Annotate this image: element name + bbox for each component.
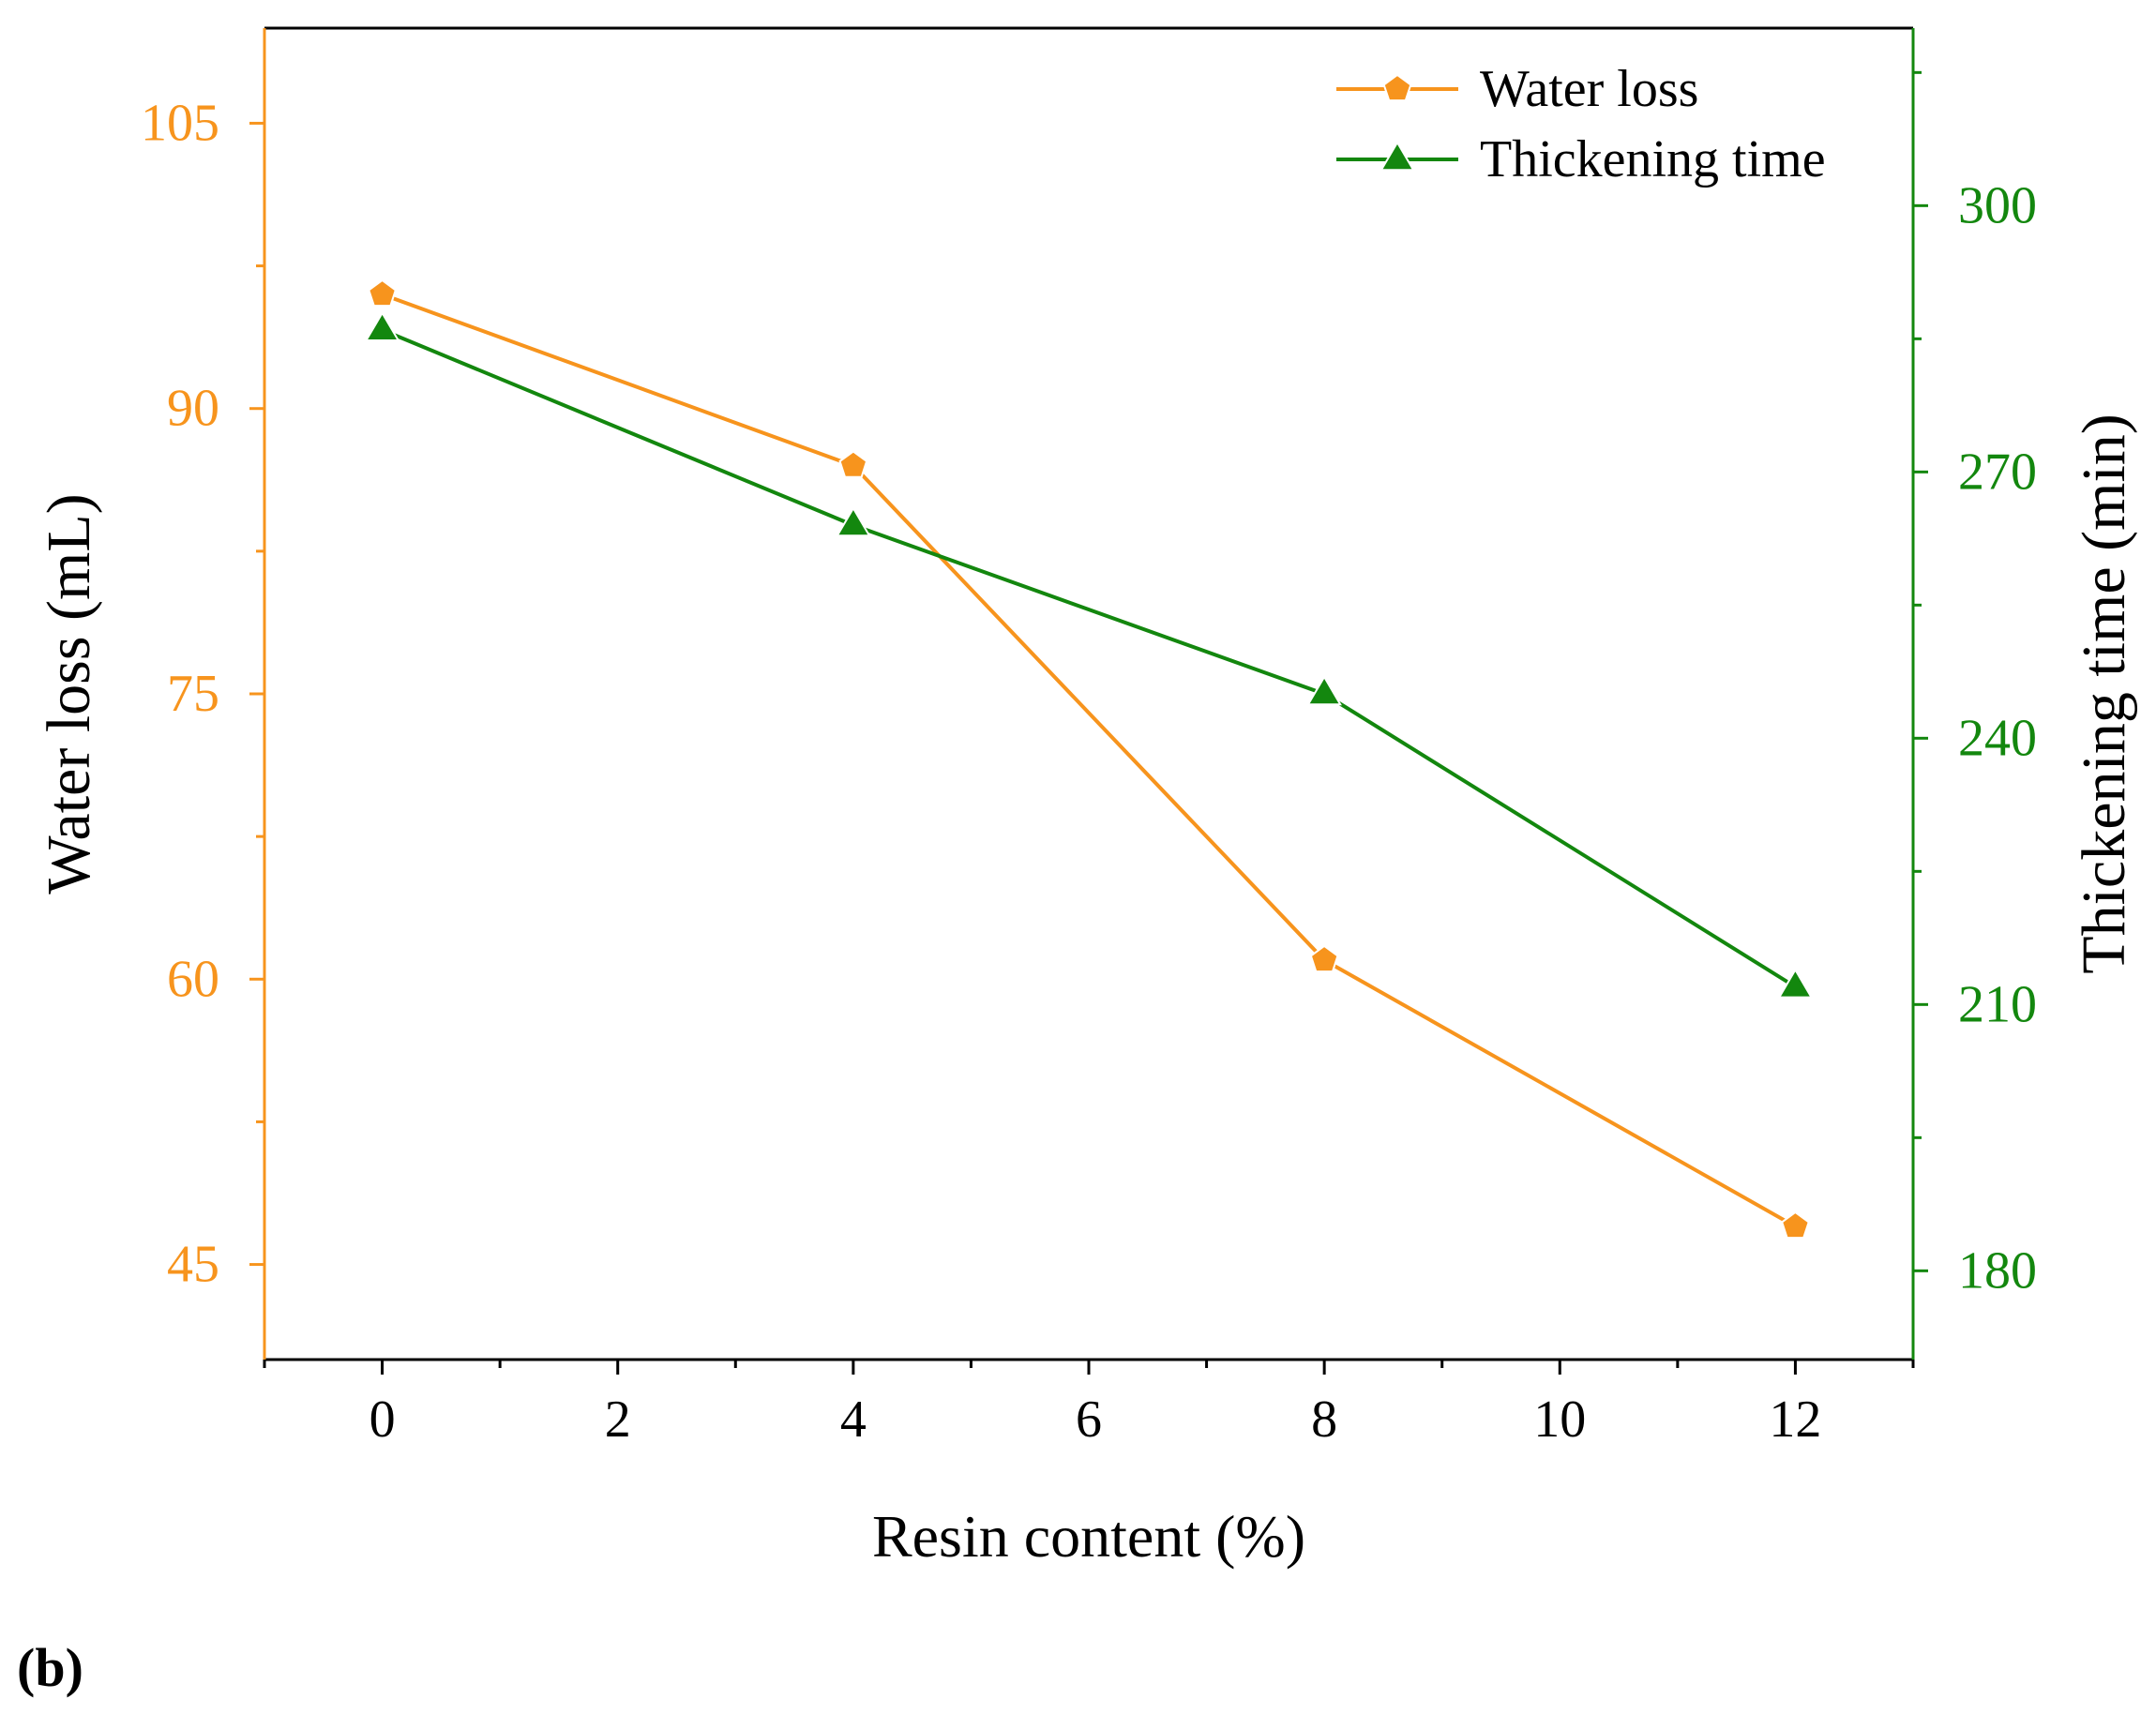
right-tick-label: 300 <box>1958 176 2037 234</box>
thickening-time-point <box>1777 968 1814 999</box>
left-tick-label: 75 <box>167 665 219 723</box>
right-axis-title: Thickening time (min) <box>2070 413 2138 974</box>
water-loss-point <box>1309 944 1339 973</box>
thickening-time-point <box>836 506 871 537</box>
legend-item-thickening-time: Thickening time <box>1336 130 1826 188</box>
legend-label-water-loss: Water loss <box>1480 60 1698 118</box>
series-thickening-time <box>364 310 1814 999</box>
left-tick-label: 60 <box>167 950 219 1008</box>
x-tick-label: 0 <box>369 1391 396 1449</box>
x-tick-label: 8 <box>1311 1391 1337 1449</box>
left-tick-label: 45 <box>167 1236 219 1294</box>
x-tick-label: 6 <box>1076 1391 1102 1449</box>
legend-label-thickening-time: Thickening time <box>1480 130 1826 188</box>
thickening-time-point <box>364 310 400 341</box>
left-tick-label: 90 <box>167 380 219 438</box>
left-axis-title: Water loss (mL) <box>35 493 103 894</box>
legend: Water loss Thickening time <box>1336 60 1826 188</box>
x-axis-title: Resin content (%) <box>872 1503 1305 1570</box>
water-loss-line <box>381 293 1797 1228</box>
x-tick-label: 10 <box>1533 1391 1586 1449</box>
legend-marker-thickening-time <box>1380 141 1415 172</box>
right-tick-label: 270 <box>1958 443 2037 501</box>
x-tick-label: 2 <box>605 1391 631 1449</box>
water-loss-point <box>368 278 397 308</box>
right-tick-label: 180 <box>1958 1241 2037 1300</box>
left-tick-label: 105 <box>141 94 219 152</box>
water-loss-point <box>838 450 868 478</box>
series-layer <box>364 278 1814 1240</box>
right-tick-label: 240 <box>1958 709 2037 767</box>
legend-item-water-loss: Water loss <box>1336 60 1698 118</box>
legend-marker-water-loss <box>1382 73 1412 102</box>
series-water-loss <box>368 278 1810 1240</box>
water-loss-point <box>1781 1210 1810 1240</box>
x-tick-label: 4 <box>840 1391 867 1449</box>
panel-label: (b) <box>17 1637 83 1698</box>
thickening-time-line <box>381 328 1797 989</box>
x-tick-label: 12 <box>1769 1391 1821 1449</box>
thickening-time-point <box>1306 675 1342 706</box>
right-tick-label: 210 <box>1958 975 2037 1033</box>
axes: 0 2 4 6 8 10 12 Resin content (%) 45 60 75 90 105 Wat… <box>35 26 2138 1570</box>
